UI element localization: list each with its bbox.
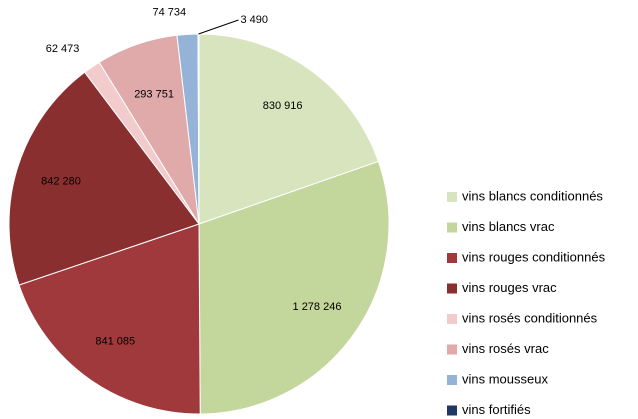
legend-label: vins blancs vrac: [462, 219, 555, 234]
data-label: 830 916: [263, 100, 303, 112]
legend-swatch: [447, 375, 457, 385]
pie-slice: [8, 71, 200, 286]
legend-swatch: [447, 314, 457, 324]
pie-slice: [18, 223, 201, 415]
data-label: 842 280: [41, 175, 81, 187]
legend-swatch: [447, 283, 457, 294]
legend-swatch: [447, 192, 457, 202]
legend-label: vins blancs conditionnés: [462, 188, 603, 203]
data-label: 3 490: [240, 14, 268, 26]
legend-swatch: [447, 344, 457, 355]
data-label: 293 751: [134, 89, 174, 101]
legend-swatch: [447, 253, 457, 263]
legend-swatch: [447, 405, 457, 416]
data-label: 841 085: [95, 336, 135, 348]
legend-label: vins mousseux: [462, 371, 548, 386]
legend-label: vins rouges conditionnés: [462, 249, 606, 264]
legend-label: vins rouges vrac: [462, 280, 557, 295]
data-label: 1 278 246: [293, 301, 342, 313]
pie-slice: [198, 33, 380, 225]
legend-label: vins fortifiés: [462, 402, 531, 417]
data-label: 62 473: [46, 43, 80, 55]
leader-line: [198, 19, 239, 35]
legend-swatch: [447, 222, 457, 233]
data-label: 74 734: [152, 6, 186, 18]
legend-label: vins rosés vrac: [462, 341, 549, 356]
legend-label: vins rosés conditionnés: [462, 310, 598, 325]
pie-slice: [198, 160, 390, 415]
